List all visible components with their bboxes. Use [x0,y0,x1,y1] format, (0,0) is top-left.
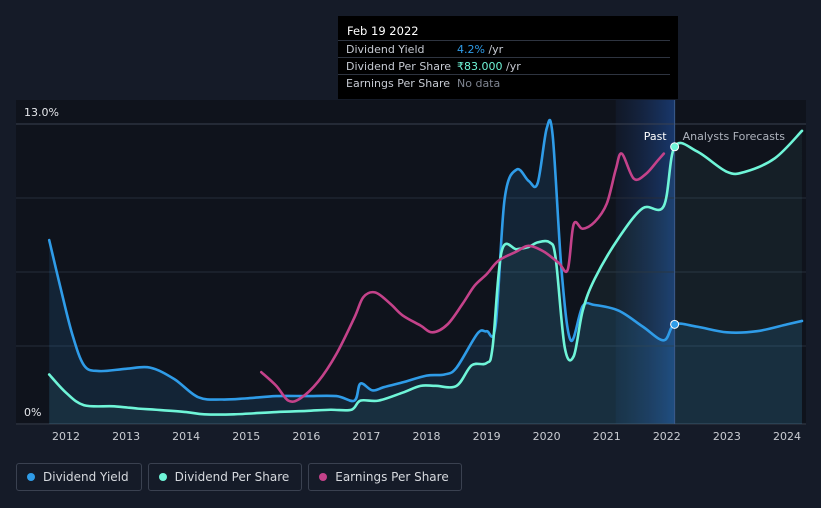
x-tick-label: 2014 [172,430,200,443]
legend-item-earnings-per-share[interactable]: Earnings Per Share [308,463,462,491]
forecast-label: Analysts Forecasts [683,130,786,143]
series-area [49,120,802,425]
hover-markers [670,142,680,329]
series-line [47,118,804,403]
tooltip-row-earnings-per-share: Earnings Per Share No data [338,74,670,91]
legend-item-dividend-per-share[interactable]: Dividend Per Share [147,463,303,491]
y-axis-label-max: 13.0% [24,106,59,119]
hover-marker [670,142,680,152]
x-tick-label: 2015 [232,430,260,443]
tooltip-value-number: ₹83.000 [457,60,503,73]
series-areas [49,120,802,425]
series-lines [47,118,804,416]
past-label: Past [644,130,668,143]
legend-dot-icon [158,473,167,481]
x-tick-label: 2016 [292,430,320,443]
x-tick-label: 2012 [52,430,80,443]
tooltip-value: No data [457,77,500,90]
tooltip-date: Feb 19 2022 [347,24,419,38]
legend-label: Dividend Yield [43,470,129,484]
x-tick-label: 2024 [773,430,801,443]
tooltip-label: Earnings Per Share [346,77,451,90]
tooltip-value-unit: /yr [502,60,521,73]
hover-marker [670,319,680,329]
tooltip-label: Dividend Per Share [346,60,452,73]
tooltip-label: Dividend Yield [346,43,425,56]
legend-dot-icon [319,473,328,481]
x-tick-label: 2020 [533,430,561,443]
tooltip-value-number: No data [457,77,501,90]
x-tick-label: 2018 [413,430,441,443]
legend-label: Earnings Per Share [335,470,449,484]
x-tick-label: 2022 [653,430,681,443]
series-line [259,152,666,403]
y-axis-label-min: 0% [24,406,41,419]
x-axis-ticks: 2012 2013 2014 2015 2016 2017 2018 2019 2020 2021… [52,430,801,443]
tooltip-value: ₹83.000 /yr [457,60,521,73]
series-line [47,129,804,416]
legend-item-dividend-yield[interactable]: Dividend Yield [16,463,142,491]
x-tick-label: 2013 [112,430,140,443]
legend: Dividend Yield Dividend Per Share Earnin… [16,463,462,491]
tooltip-row-dividend-per-share: Dividend Per Share ₹83.000 /yr [338,57,670,74]
tooltip-row-dividend-yield: Dividend Yield 4.2% /yr [338,40,670,57]
tooltip-value: 4.2% /yr [457,43,503,56]
x-tick-label: 2019 [473,430,501,443]
series-area [49,130,802,425]
tooltip-value-number: 4.2% [457,43,485,56]
x-tick-label: 2021 [593,430,621,443]
tooltip-value-unit: /yr [484,43,504,56]
x-tick-label: 2017 [352,430,380,443]
legend-dot-icon [27,473,35,481]
x-tick-label: 2023 [713,430,741,443]
legend-label: Dividend Per Share [174,470,290,484]
tooltip: Feb 19 2022 Dividend Yield 4.2% /yr Divi… [338,16,678,99]
